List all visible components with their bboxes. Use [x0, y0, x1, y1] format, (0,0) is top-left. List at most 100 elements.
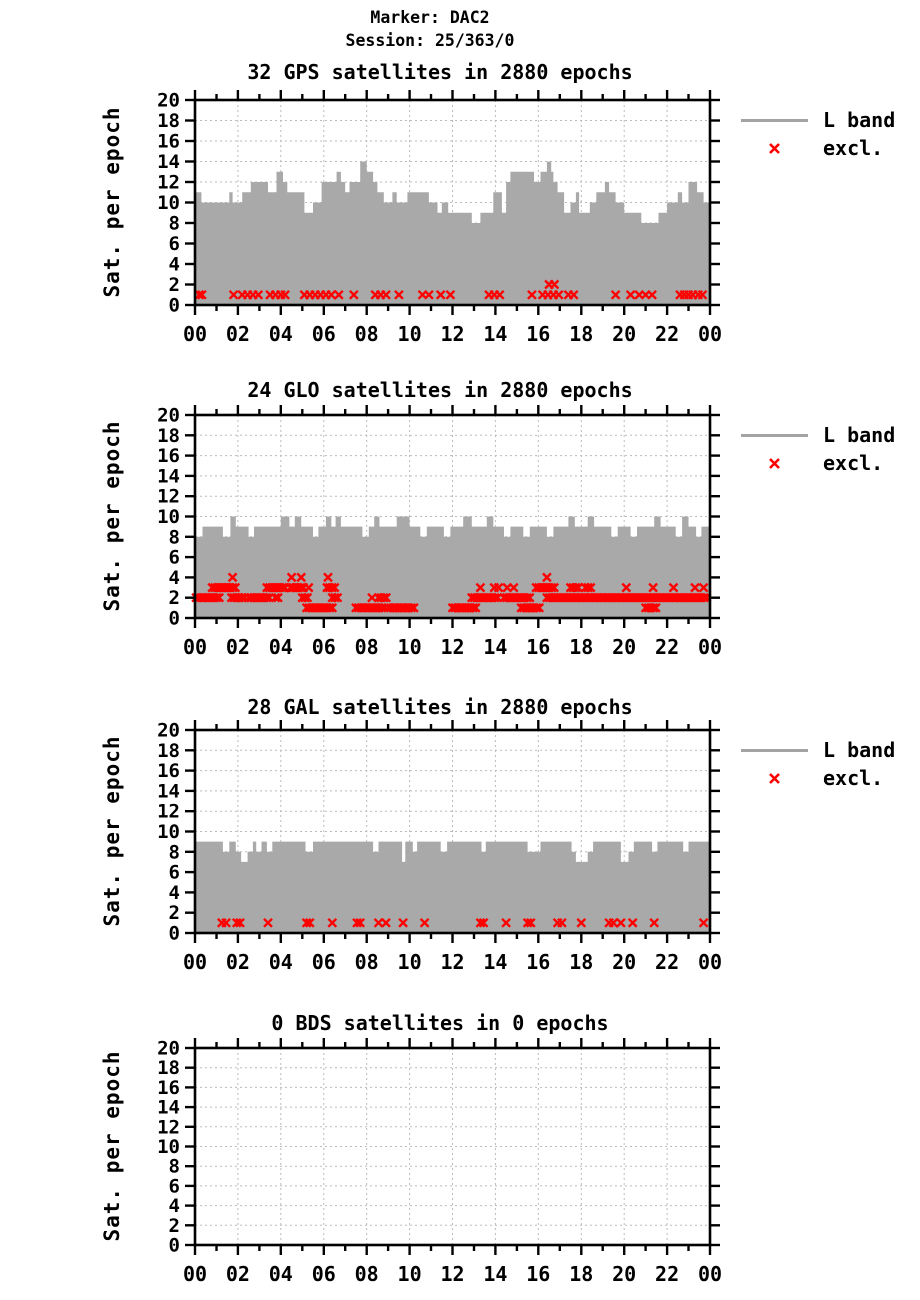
x-tick-labels: 00 02 04 06 08 10 12 14 16 18 20 22 00 [183, 635, 722, 659]
red-x-icon [769, 142, 780, 154]
l-band-area [195, 841, 710, 933]
svg-text:14: 14 [157, 465, 180, 487]
svg-text:00: 00 [183, 635, 207, 659]
excluded-marker-swatch [741, 142, 808, 155]
legend-label-l-band: L band [823, 738, 896, 762]
x-tick-labels: 00 02 04 06 08 10 12 14 16 18 20 22 00 [183, 1262, 722, 1286]
svg-text:4: 4 [169, 882, 180, 904]
legend-gal: L band excl. [741, 738, 895, 790]
svg-text:02: 02 [226, 950, 250, 974]
svg-text:16: 16 [526, 635, 550, 659]
chart-title-bds: 0 BDS satellites in 0 epochs [271, 1011, 609, 1035]
legend-label-excl: excl. [823, 766, 884, 790]
svg-text:00: 00 [698, 1262, 722, 1286]
chart-title-gal: 28 GAL satellites in 2880 epochs [247, 695, 633, 719]
axis-ticks [185, 1038, 720, 1255]
l-band-line-swatch [741, 748, 808, 752]
y-axis-label-glo: Sat. per epoch [100, 420, 124, 612]
svg-text:18: 18 [157, 110, 180, 132]
report-header: Marker: DAC2 Session: 25/363/0 [180, 6, 680, 52]
svg-text:12: 12 [157, 1116, 180, 1138]
svg-text:18: 18 [157, 425, 180, 447]
svg-text:22: 22 [655, 1262, 679, 1286]
svg-text:14: 14 [157, 1097, 180, 1119]
svg-text:00: 00 [183, 950, 207, 974]
legend-entry-excl: excl. [741, 451, 895, 475]
legend-gps: L band excl. [741, 108, 895, 160]
svg-text:4: 4 [169, 567, 180, 589]
svg-text:14: 14 [157, 151, 180, 173]
y-axis-label-bds: Sat. per epoch [100, 1050, 124, 1242]
svg-text:10: 10 [157, 192, 180, 214]
svg-text:08: 08 [355, 950, 379, 974]
svg-text:16: 16 [157, 760, 180, 782]
red-x-icon [769, 457, 780, 469]
svg-text:12: 12 [440, 322, 464, 346]
x-tick-labels: 00 02 04 06 08 10 12 14 16 18 20 22 00 [183, 950, 722, 974]
grid-lines [195, 1048, 710, 1245]
legend-entry-excl: excl. [741, 766, 895, 790]
svg-text:10: 10 [398, 635, 422, 659]
chart-title-glo: 24 GLO satellites in 2880 epochs [247, 378, 633, 402]
legend-label-excl: excl. [823, 136, 884, 160]
red-x-icon [769, 772, 780, 784]
svg-text:14: 14 [483, 322, 507, 346]
legend-label-excl: excl. [823, 451, 884, 475]
svg-text:12: 12 [440, 1262, 464, 1286]
svg-text:8: 8 [169, 841, 180, 863]
svg-text:0: 0 [169, 1235, 180, 1257]
svg-text:16: 16 [157, 445, 180, 467]
svg-text:20: 20 [612, 322, 636, 346]
svg-text:06: 06 [312, 1262, 336, 1286]
svg-text:04: 04 [269, 950, 293, 974]
svg-text:08: 08 [355, 1262, 379, 1286]
gray-line-icon [741, 118, 808, 122]
session-line: Session: 25/363/0 [345, 31, 515, 50]
svg-text:18: 18 [569, 635, 593, 659]
svg-text:16: 16 [526, 950, 550, 974]
svg-text:12: 12 [157, 172, 180, 194]
svg-text:10: 10 [157, 1136, 180, 1158]
svg-text:02: 02 [226, 1262, 250, 1286]
svg-text:02: 02 [226, 635, 250, 659]
svg-text:8: 8 [169, 1156, 180, 1178]
legend-entry-l-band: L band [741, 738, 895, 762]
svg-text:06: 06 [312, 950, 336, 974]
l-band-line-swatch [741, 118, 808, 122]
svg-text:2: 2 [169, 1215, 180, 1237]
svg-text:00: 00 [698, 322, 722, 346]
l-band-area [195, 516, 710, 618]
svg-text:2: 2 [169, 587, 180, 609]
axis-ticks [185, 720, 720, 943]
x-tick-labels: 00 02 04 06 08 10 12 14 16 18 20 22 00 [183, 322, 722, 346]
excluded-markers [194, 279, 708, 300]
svg-text:10: 10 [398, 950, 422, 974]
svg-text:20: 20 [612, 950, 636, 974]
l-band-line-swatch [741, 433, 808, 437]
svg-text:0: 0 [169, 295, 180, 317]
svg-text:20: 20 [157, 1038, 180, 1060]
y-axis-label-gps: Sat. per epoch [100, 106, 124, 298]
gray-line-icon [741, 748, 808, 752]
svg-text:6: 6 [169, 233, 180, 255]
legend-glo: L band excl. [741, 423, 895, 475]
svg-text:4: 4 [169, 254, 180, 276]
svg-text:20: 20 [157, 405, 180, 427]
legend-label-l-band: L band [823, 423, 896, 447]
y-axis-label-gal: Sat. per epoch [100, 735, 124, 927]
svg-text:16: 16 [157, 131, 180, 153]
svg-text:04: 04 [269, 635, 293, 659]
svg-text:22: 22 [655, 950, 679, 974]
svg-text:18: 18 [157, 740, 180, 762]
svg-text:8: 8 [169, 213, 180, 235]
svg-text:14: 14 [483, 635, 507, 659]
svg-text:18: 18 [569, 950, 593, 974]
svg-text:10: 10 [157, 821, 180, 843]
